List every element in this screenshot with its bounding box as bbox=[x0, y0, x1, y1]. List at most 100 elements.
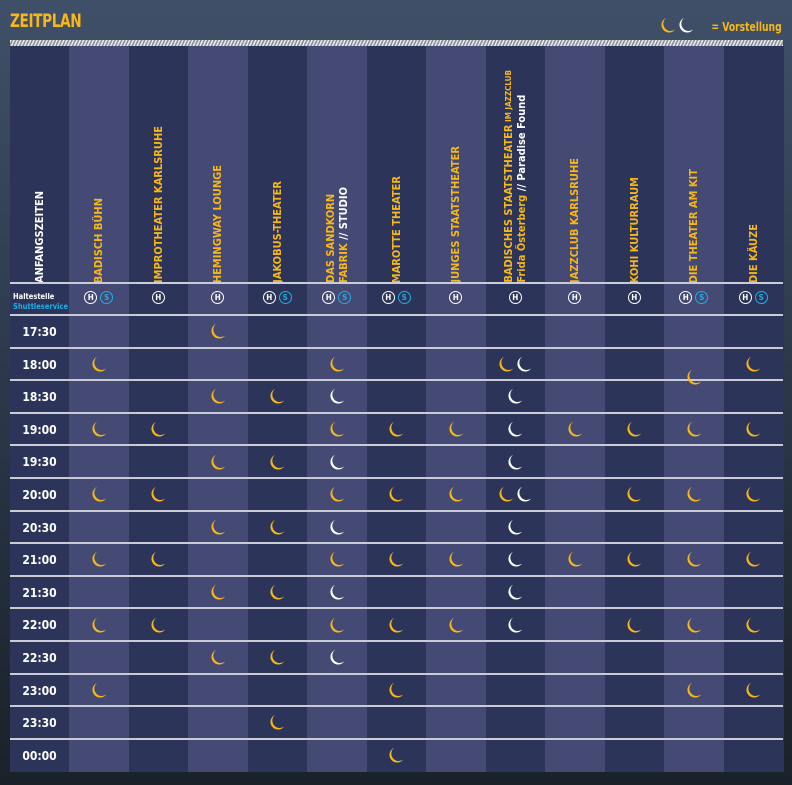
moon-icon bbox=[746, 356, 761, 372]
performance-cell[interactable] bbox=[664, 543, 724, 576]
performance-cell[interactable] bbox=[664, 478, 724, 511]
performance-cell[interactable] bbox=[188, 641, 248, 674]
performance-cell[interactable] bbox=[367, 478, 427, 511]
performance-cell[interactable] bbox=[605, 608, 665, 641]
performance-cell[interactable] bbox=[307, 608, 367, 641]
performance-cell[interactable] bbox=[307, 348, 367, 381]
performance-cell[interactable] bbox=[248, 511, 308, 544]
venue-name-line1: KOHI KULTURRAUM bbox=[627, 176, 641, 283]
performance-cell[interactable] bbox=[367, 543, 427, 576]
performance-cell[interactable] bbox=[605, 413, 665, 446]
venue-header[interactable]: HEMINGWAY LOUNGE bbox=[188, 46, 248, 283]
performance-cell[interactable] bbox=[426, 478, 486, 511]
venue-name-line1: BADISCH BÜHN bbox=[92, 197, 106, 283]
venue-header[interactable]: DIE THEATER AM KIT bbox=[664, 46, 724, 283]
performance-cell[interactable] bbox=[724, 608, 784, 641]
performance-cell[interactable] bbox=[486, 445, 546, 478]
venue-header[interactable]: MAROTTE THEATER bbox=[367, 46, 427, 283]
performance-cell[interactable] bbox=[188, 315, 248, 348]
venue-header[interactable]: KOHI KULTURRAUM bbox=[605, 46, 665, 283]
time-label: 21:30 bbox=[22, 585, 57, 600]
performance-cell[interactable] bbox=[664, 413, 724, 446]
performance-cell[interactable] bbox=[426, 413, 486, 446]
performance-cell[interactable] bbox=[724, 413, 784, 446]
performance-cell[interactable] bbox=[307, 576, 367, 609]
performance-cell[interactable] bbox=[69, 413, 129, 446]
performance-cell[interactable] bbox=[307, 413, 367, 446]
performance-cell[interactable] bbox=[486, 576, 546, 609]
venue-header[interactable]: BADISCH BÜHN bbox=[69, 46, 129, 283]
performance-cell[interactable] bbox=[605, 543, 665, 576]
moon-icon bbox=[687, 617, 701, 633]
performance-cell[interactable] bbox=[307, 478, 367, 511]
performance-cell[interactable] bbox=[188, 576, 248, 609]
venue-header[interactable]: BADISCHES STAATSTHEATER IM JAZZCLUB Frida… bbox=[486, 46, 546, 283]
performance-cell[interactable] bbox=[129, 478, 189, 511]
venue-header[interactable]: DIE KÄUZE bbox=[724, 46, 784, 283]
performance-cell[interactable] bbox=[486, 478, 546, 511]
performance-cell[interactable] bbox=[486, 348, 546, 381]
performance-cell[interactable] bbox=[664, 608, 724, 641]
venue-header[interactable]: JAKOBUS-THEATER bbox=[248, 46, 308, 283]
performance-cell[interactable] bbox=[248, 576, 308, 609]
performance-cell[interactable] bbox=[486, 511, 546, 544]
performance-cell[interactable] bbox=[724, 543, 784, 576]
performance-cell[interactable] bbox=[664, 674, 724, 707]
performance-cell[interactable] bbox=[367, 674, 427, 707]
performance-cell[interactable] bbox=[367, 608, 427, 641]
performance-cell[interactable] bbox=[486, 543, 546, 576]
moon-icon bbox=[627, 487, 642, 502]
performance-cell[interactable] bbox=[69, 478, 129, 511]
performance-cell[interactable] bbox=[367, 739, 427, 772]
performance-cell[interactable] bbox=[248, 380, 308, 413]
performance-cell[interactable] bbox=[129, 413, 189, 446]
performance-cell[interactable] bbox=[69, 543, 129, 576]
performance-cell[interactable] bbox=[69, 348, 129, 381]
venue-header[interactable]: JUNGES STAATSTHEATER bbox=[426, 46, 486, 283]
performance-cell[interactable] bbox=[307, 445, 367, 478]
venue-column bbox=[128, 46, 189, 772]
performance-cell[interactable] bbox=[248, 706, 308, 739]
performance-cell[interactable] bbox=[664, 361, 724, 394]
performance-cell[interactable] bbox=[426, 608, 486, 641]
time-header-label: ANFANGSZEITEN bbox=[33, 190, 46, 283]
performance-cell[interactable] bbox=[486, 608, 546, 641]
moon-icon bbox=[92, 552, 106, 568]
moon-icon bbox=[627, 617, 642, 633]
performance-cell[interactable] bbox=[307, 543, 367, 576]
performance-cell[interactable] bbox=[129, 543, 189, 576]
performance-cell[interactable] bbox=[545, 413, 605, 446]
performance-cell[interactable] bbox=[545, 543, 605, 576]
performance-cell[interactable] bbox=[307, 511, 367, 544]
performance-cell[interactable] bbox=[248, 445, 308, 478]
performance-cell[interactable] bbox=[69, 608, 129, 641]
performance-cell[interactable] bbox=[605, 478, 665, 511]
shuttle-label: Shuttleservice bbox=[13, 302, 69, 311]
venue-header[interactable]: IMPROTHEATER KARLSRUHE bbox=[129, 46, 189, 283]
performance-cell[interactable] bbox=[724, 348, 784, 381]
row-divider bbox=[10, 640, 783, 642]
performance-cell[interactable] bbox=[367, 413, 427, 446]
performance-cell[interactable] bbox=[188, 445, 248, 478]
performance-cell[interactable] bbox=[307, 380, 367, 413]
performance-cell[interactable] bbox=[188, 511, 248, 544]
performance-cell[interactable] bbox=[188, 380, 248, 413]
moon-icon bbox=[92, 487, 106, 502]
performance-cell[interactable] bbox=[129, 608, 189, 641]
performance-cell[interactable] bbox=[724, 478, 784, 511]
performance-cell[interactable] bbox=[248, 641, 308, 674]
venue-header[interactable]: JAZZCLUB KARLSRUHE bbox=[545, 46, 605, 283]
performance-cell[interactable] bbox=[307, 641, 367, 674]
performance-cell[interactable] bbox=[486, 380, 546, 413]
performance-cell[interactable] bbox=[426, 543, 486, 576]
moon-icon bbox=[92, 682, 106, 698]
venue-name: JAKOBUS-THEATER bbox=[271, 171, 284, 283]
row-divider bbox=[10, 672, 783, 675]
venue-header[interactable]: DAS SANDKORN FABRIK // STUDIO bbox=[307, 46, 367, 283]
moon-icon bbox=[687, 487, 701, 502]
performance-cell[interactable] bbox=[486, 413, 546, 446]
performance-cell[interactable] bbox=[724, 674, 784, 707]
performance-cell[interactable] bbox=[69, 674, 129, 707]
